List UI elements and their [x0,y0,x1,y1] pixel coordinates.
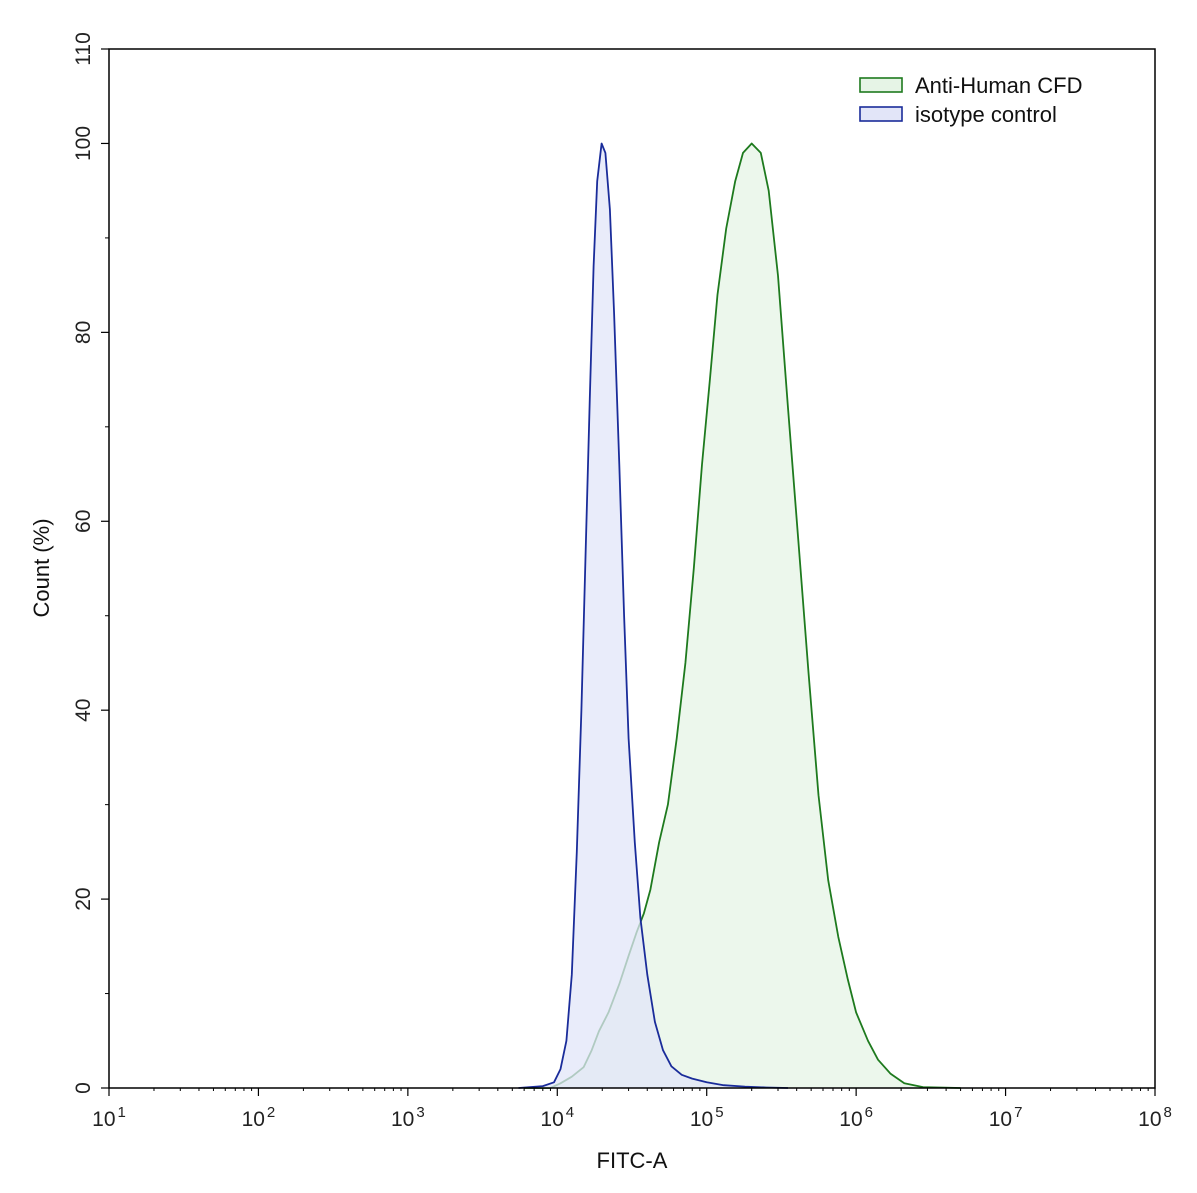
x-tick-label: 10 4 [540,1104,574,1131]
y-tick-label: 60 [72,510,95,533]
series-fill-0 [524,143,961,1088]
series-fill-1 [518,143,788,1088]
y-tick-label: 20 [72,887,95,910]
legend-swatch [859,77,903,93]
x-tick-label: 10 8 [1138,1104,1172,1131]
y-tick-label: 80 [72,321,95,344]
y-tick-label: 0 [72,1082,95,1094]
legend-swatch [859,106,903,122]
plot-frame [108,48,1156,1089]
legend: Anti-Human CFD isotype control [859,73,1082,127]
y-tick-label: 40 [72,699,95,722]
y-axis-title: Count (%) [29,518,54,617]
x-tick-label: 10 5 [690,1104,724,1131]
x-tick-label: 10 2 [242,1104,276,1131]
legend-label: isotype control [915,102,1057,127]
x-tick-label: 10 7 [989,1104,1023,1131]
legend-label: Anti-Human CFD [915,73,1082,98]
x-axis: 10 1 10 2 10 3 10 4 10 5 10 6 10 7 10 8 [92,1088,1172,1131]
x-axis-title: FITC-A [597,1148,668,1173]
y-tick-label: 100 [72,126,95,161]
y-axis: 0 20 40 60 80 100 110 [72,32,109,1094]
x-tick-label: 10 1 [92,1104,126,1131]
series-layer [518,142,961,1089]
x-tick-label: 10 6 [839,1104,873,1131]
series-line-1 [518,142,789,1089]
x-tick-label: 10 3 [391,1104,425,1131]
y-tick-label: 110 [72,32,95,65]
